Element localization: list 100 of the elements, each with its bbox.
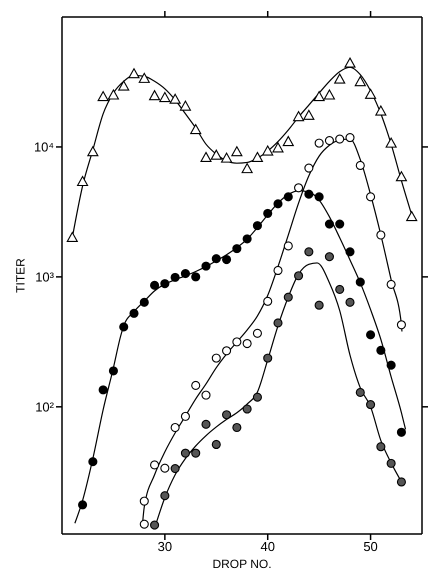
point — [334, 74, 346, 84]
point — [170, 272, 180, 282]
point — [263, 296, 272, 306]
point — [160, 279, 170, 288]
point — [212, 254, 221, 264]
point — [304, 163, 314, 173]
point — [201, 420, 211, 429]
point — [232, 244, 242, 254]
point — [160, 464, 170, 473]
point — [284, 192, 293, 202]
point — [170, 464, 180, 474]
point — [335, 134, 344, 144]
point — [201, 390, 211, 400]
point — [108, 366, 118, 376]
point — [263, 354, 272, 363]
point — [345, 298, 355, 307]
point — [180, 100, 191, 111]
point — [386, 280, 396, 289]
point — [376, 442, 386, 452]
point — [386, 458, 396, 468]
point — [324, 89, 335, 100]
point — [304, 247, 314, 256]
y-tick-label: 10² — [35, 399, 55, 414]
point — [66, 232, 78, 242]
point — [366, 400, 376, 410]
point — [180, 448, 190, 458]
point — [335, 284, 344, 294]
point — [345, 133, 355, 142]
point — [356, 278, 365, 287]
point — [222, 254, 232, 264]
y-tick-label: 10³ — [35, 269, 55, 284]
point — [376, 230, 386, 240]
point — [273, 266, 283, 276]
point — [262, 145, 274, 156]
point — [386, 138, 397, 148]
point — [252, 392, 262, 402]
point — [242, 404, 252, 414]
point — [190, 124, 202, 134]
point — [232, 337, 242, 346]
x-tick-label: 40 — [260, 539, 275, 554]
point — [273, 199, 283, 208]
point — [170, 422, 180, 432]
point — [191, 448, 200, 458]
point — [150, 280, 160, 290]
point — [263, 208, 272, 218]
x-tick-label: 50 — [363, 539, 378, 554]
point — [303, 110, 314, 120]
point — [191, 380, 200, 390]
point — [284, 241, 293, 250]
point — [294, 271, 304, 280]
point — [314, 192, 324, 202]
point — [242, 234, 252, 244]
point — [365, 88, 376, 99]
point — [324, 220, 334, 229]
point — [77, 176, 88, 186]
point — [376, 346, 386, 355]
y-tick-label: 10⁴ — [34, 140, 54, 155]
point — [78, 500, 88, 510]
point — [108, 89, 119, 100]
point — [375, 105, 386, 116]
point — [88, 457, 98, 466]
point — [406, 211, 418, 222]
point — [314, 138, 324, 148]
point — [294, 183, 304, 192]
point — [180, 269, 190, 278]
point — [98, 91, 109, 102]
point — [118, 80, 130, 91]
point — [396, 477, 406, 487]
point — [314, 300, 324, 310]
point — [222, 346, 232, 356]
point — [345, 247, 355, 256]
point — [201, 262, 211, 271]
y-axis-title: TITER — [13, 258, 28, 293]
point — [396, 320, 406, 330]
point — [252, 328, 262, 338]
point — [191, 272, 200, 282]
point — [396, 428, 406, 437]
point — [159, 92, 170, 102]
point — [119, 322, 128, 332]
point — [140, 496, 149, 506]
point — [129, 308, 139, 318]
point — [140, 520, 149, 529]
point — [149, 90, 160, 100]
point — [140, 298, 149, 307]
point — [324, 136, 334, 146]
point — [252, 152, 263, 162]
point — [242, 338, 252, 348]
point — [282, 136, 294, 146]
point — [138, 72, 150, 83]
point — [356, 160, 365, 170]
point — [150, 460, 160, 470]
point — [284, 292, 293, 302]
point — [324, 252, 334, 262]
x-tick-label: 30 — [158, 539, 172, 554]
point — [222, 410, 232, 420]
point — [221, 152, 232, 163]
point — [366, 192, 376, 202]
point — [386, 360, 396, 370]
point — [335, 220, 344, 229]
point — [242, 163, 253, 174]
